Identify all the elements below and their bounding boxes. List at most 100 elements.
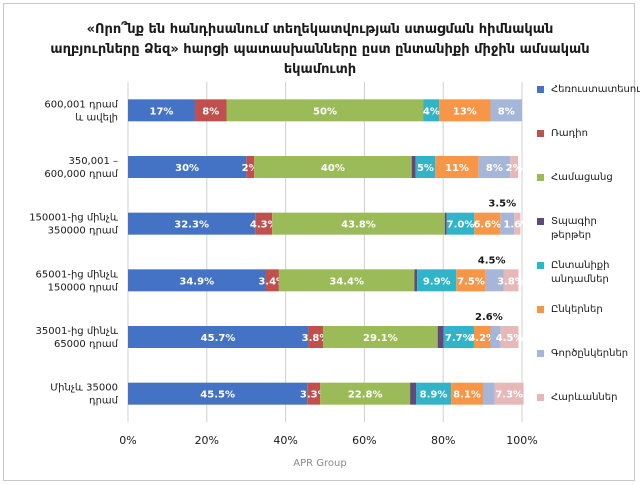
category-labels: 600,001 դրամ և ավելի 350,001 –600,000 դրամ…: [29, 99, 119, 406]
data-label: 45.5%: [200, 390, 235, 401]
data-label: 2%: [242, 163, 259, 174]
category-label: 35001-ից մինչև 65000 դրամ: [36, 326, 119, 350]
bar-segment: [494, 382, 524, 405]
legend-label: Համացանց: [551, 172, 613, 183]
data-label: 2.6%: [475, 312, 503, 323]
data-label: 8%: [498, 106, 515, 117]
bar-segment: [128, 99, 195, 122]
legend-swatch: [537, 218, 544, 225]
data-label: 1.6%: [503, 220, 531, 231]
bar-segment: [308, 326, 324, 348]
category-label: 350,001 –600,000 դրամ: [44, 156, 118, 180]
legend-label: Ընտանիքի անդամներ: [551, 260, 610, 285]
bar-segment: [128, 382, 308, 405]
data-label: 4.5%: [478, 255, 506, 266]
bar-segment: [226, 99, 424, 122]
legend-swatch: [537, 350, 544, 357]
bar-segment: [514, 212, 521, 235]
data-label: 32.3%: [174, 220, 209, 231]
bar-segment: [456, 269, 486, 292]
bars-group: 17% 8% 50% 4% 13% 8%30% 2% 40% 5% 11% 8% 2%32.3% 4.3…: [128, 99, 531, 405]
bar-segment: [307, 382, 321, 405]
x-axis-ticks: 0% 20% 40% 60% 80% 100%: [119, 434, 537, 447]
data-label: 50%: [313, 106, 337, 117]
legend-label: Տպագիր թերթեր: [551, 216, 597, 241]
x-tick-label: 0%: [119, 434, 136, 447]
bar-segment: [246, 156, 255, 178]
legend-swatch: [537, 306, 544, 313]
data-label: 45.7%: [201, 333, 236, 344]
data-label: 40%: [321, 163, 345, 174]
bar-segment: [423, 99, 440, 122]
data-label: 11%: [445, 163, 469, 174]
data-label: 3.8%: [497, 276, 525, 287]
data-label: 30%: [175, 163, 199, 174]
chart-title: «Որո՞նք են հանդիսանում տեղեկատվության ստ…: [50, 22, 590, 77]
bar-segment: [320, 382, 411, 405]
bar-segment: [128, 269, 266, 292]
bar-segment: [128, 212, 256, 235]
data-label: 3.5%: [488, 199, 516, 210]
bar-segment: [411, 156, 416, 178]
bar-segment: [446, 212, 475, 235]
data-label: 13%: [453, 106, 477, 117]
legend-swatch: [537, 86, 544, 93]
data-label: 3.8%: [302, 333, 330, 344]
bar-segment: [443, 326, 474, 348]
legend-label: Հեռուստատեսություն: [551, 84, 640, 95]
data-label: 9.9%: [423, 276, 451, 287]
category-label: Մինչև 35000 դրամ: [50, 383, 118, 407]
bar-segment: [444, 212, 447, 235]
legend-label: Ռադիո: [551, 128, 588, 139]
data-label: 34.9%: [179, 276, 214, 287]
bar-segment: [278, 269, 415, 292]
bar-segment: [194, 99, 227, 122]
data-label: 29.1%: [363, 333, 398, 344]
footer-credit: APR Group: [293, 458, 347, 469]
bar-segment: [510, 156, 519, 178]
bar-segment: [503, 269, 519, 292]
data-label: 43.8%: [341, 220, 376, 231]
x-tick-label: 80%: [431, 434, 455, 447]
legend-swatch: [537, 394, 544, 401]
data-label: 4.3%: [250, 220, 278, 231]
bar-segment: [439, 99, 491, 122]
category-label: 150001-ից մինչև 350000 դրամ: [29, 213, 119, 237]
bar-segment: [265, 269, 279, 292]
legend-swatch: [537, 174, 544, 181]
bar-segment: [255, 212, 273, 235]
data-label: 8.1%: [453, 390, 481, 401]
x-tick-label: 20%: [195, 434, 219, 447]
x-tick-label: 40%: [273, 434, 297, 447]
bar-segment: [323, 326, 438, 348]
bar-segment: [272, 212, 445, 235]
legend-swatch: [537, 262, 544, 269]
bar-segment: [500, 326, 519, 348]
data-label: 3.3%: [300, 390, 328, 401]
legend-label: Գործընկերներ: [551, 348, 628, 359]
data-label: 34.4%: [329, 276, 364, 287]
bar-segment: [410, 382, 417, 405]
data-label: 22.8%: [348, 390, 383, 401]
data-label: 7.5%: [457, 276, 485, 287]
bar-segment: [451, 382, 483, 405]
x-tick-label: 100%: [506, 434, 537, 447]
data-label: 8%: [486, 163, 503, 174]
gridlines: [127, 82, 523, 422]
bar-segment: [490, 99, 522, 122]
bar-segment: [473, 326, 491, 348]
bar-segment: [128, 326, 309, 348]
category-label: 65001-ից մինչև 150000 դրամ: [36, 269, 119, 293]
legend-swatch: [537, 130, 544, 137]
data-label: 4.2%: [468, 333, 496, 344]
data-label: 4%: [423, 106, 440, 117]
bar-segment: [482, 382, 495, 405]
bar-segment: [416, 382, 452, 405]
x-tick-label: 60%: [352, 434, 376, 447]
data-label: 17%: [150, 106, 174, 117]
data-label: 5%: [417, 163, 434, 174]
bar-segment: [417, 269, 457, 292]
bar-segment: [128, 156, 247, 178]
data-label: 3.4%: [258, 276, 286, 287]
